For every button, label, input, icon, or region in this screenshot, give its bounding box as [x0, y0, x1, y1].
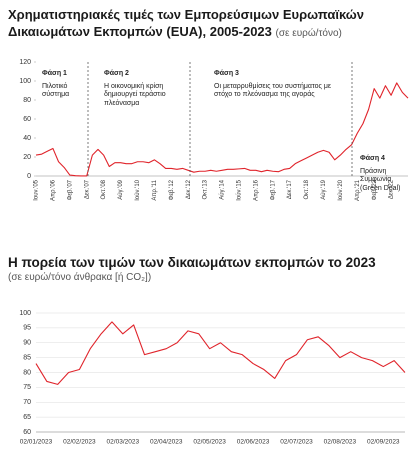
y-tick-label: 0 [27, 173, 31, 180]
x-tick-label: Φεβ.'12 [169, 179, 175, 200]
y-tick-label: 90 [23, 340, 31, 347]
x-tick-label: Οκτ.'13 [203, 179, 209, 199]
x-tick-label: Οκτ.'18 [304, 179, 310, 199]
y-tick-label: 75 [23, 384, 31, 391]
x-tick-label: 02/04/2023 [150, 439, 183, 446]
x-tick-label: Δεκ.'12 [186, 179, 192, 199]
y-tick-label: 60 [23, 116, 31, 123]
chart-title: Η πορεία των τιμών των δικαιωμάτων εκπομ… [8, 255, 376, 270]
x-tick-label: Οκτ.'08 [101, 179, 107, 199]
phase-text: Η οικονομική κρίση δημιουργεί τεράστιο π… [104, 82, 166, 107]
phase-text: Οι μεταρρυθμίσεις του συστήματος με στόχ… [214, 82, 331, 99]
x-tick-label: Απρ.'21 [355, 179, 361, 201]
y-tick-label: 40 [23, 135, 31, 142]
phase-text: Πράσινη Συμφωνία (Green Deal) [360, 167, 401, 192]
y-tick-label: 100 [19, 310, 31, 317]
chart-subtitle: (σε ευρώ/τόνο άνθρακα [ή CO₂]) [8, 272, 152, 283]
x-tick-label: 02/02/2023 [63, 439, 96, 446]
x-tick-label: Αύγ.'09 [118, 179, 124, 199]
chart-subtitle: (σε ευρώ/τόνο) [275, 28, 342, 39]
phase-label: Φάση 2 [104, 70, 129, 77]
x-tick-label: 02/03/2023 [107, 439, 140, 446]
y-tick-label: 70 [23, 399, 31, 406]
y-tick-label: 80 [23, 97, 31, 104]
y-tick-label: 100 [19, 78, 31, 85]
x-tick-label: 02/08/2023 [324, 439, 357, 446]
phase-label: Φάση 3 [214, 70, 239, 77]
x-tick-label: Αύγ.'14 [220, 179, 226, 199]
y-tick-label: 65 [23, 414, 31, 421]
price-line [35, 321, 406, 385]
x-tick-label: Ιούν.'10 [135, 179, 141, 200]
x-tick-label: Φεβ.'07 [67, 179, 73, 200]
x-tick-label: Ιούν.'15 [236, 179, 242, 200]
y-tick-label: 20 [23, 154, 31, 161]
y-tick-label: 95 [23, 325, 31, 332]
x-tick-label: Απρ.'16 [253, 179, 259, 201]
y-tick-label: 60 [23, 429, 31, 436]
phase-annotation: Φάση 2 Η οικονομική κρίση δημιουργεί τερά… [104, 70, 188, 108]
x-tick-label: Δεκ.'17 [287, 179, 293, 199]
phase-annotation: Φάση 4 Πράσινη Συμφωνία (Green Deal) [360, 155, 414, 193]
phase-annotation: Φάση 1 Πιλοτικό σύστημα [42, 70, 86, 100]
chart-title: Χρηματιστηριακές τιμές των Εμπορεύσιμων … [8, 7, 364, 39]
x-tick-label: Φεβ.'22 [372, 179, 378, 200]
x-tick-label: 02/06/2023 [237, 439, 270, 446]
price-line [35, 82, 409, 177]
bottom-title-block: Η πορεία των τιμών των δικαιωμάτων εκπομ… [8, 254, 412, 284]
phase-text: Πιλοτικό σύστημα [42, 82, 70, 99]
x-tick-label: Ιούν.'20 [338, 179, 344, 200]
y-tick-label: 85 [23, 354, 31, 361]
x-tick-label: Δεκ.'07 [84, 179, 90, 199]
x-tick-label: 02/05/2023 [193, 439, 226, 446]
phase-label: Φάση 1 [42, 70, 67, 77]
x-tick-label: 02/07/2023 [280, 439, 313, 446]
y-tick-label: 80 [23, 369, 31, 376]
x-tick-label: Απρ.'11 [152, 179, 158, 200]
top-title-block: Χρηματιστηριακές τιμές των Εμπορεύσιμων … [8, 6, 412, 42]
x-tick-label: Φεβ.'17 [270, 179, 276, 200]
x-tick-label: 02/01/2023 [20, 439, 53, 446]
x-tick-label: Δεκ.'22 [389, 179, 395, 199]
phase-annotation: Φάση 3 Οι μεταρρυθμίσεις του συστήματος μ… [214, 70, 346, 100]
x-tick-label: Αύγ.'19 [321, 179, 327, 199]
phase-label: Φάση 4 [360, 155, 385, 162]
y-tick-label: 120 [19, 59, 31, 66]
x-tick-label: 02/09/2023 [367, 439, 400, 446]
x-tick-label: Απρ.'06 [50, 179, 56, 201]
x-tick-label: Ιουν.'05 [34, 179, 40, 200]
